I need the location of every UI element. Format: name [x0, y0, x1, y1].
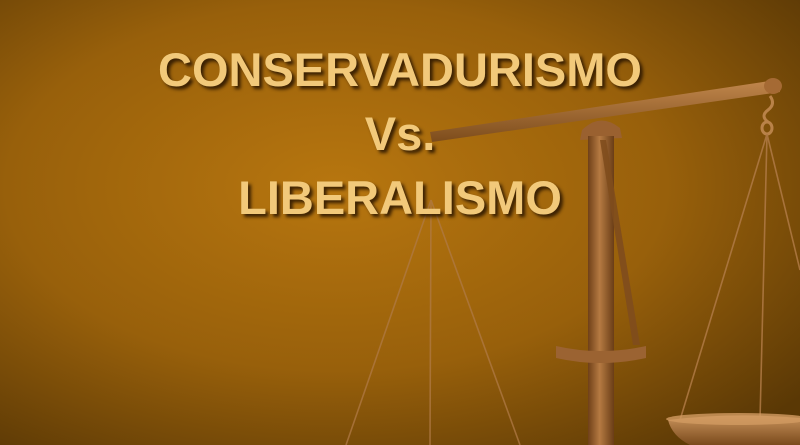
slide-title: CONSERVADURISMO Vs. LIBERALISMO — [0, 38, 800, 230]
scale-beam — [430, 80, 780, 142]
title-line-1: CONSERVADURISMO — [158, 43, 642, 96]
scale-crossbar — [556, 346, 646, 363]
right-pan-strings — [679, 133, 800, 421]
scale-pointer — [600, 140, 640, 345]
title-line-2: Vs. — [364, 107, 436, 160]
right-pan-rim — [666, 413, 800, 425]
left-pan-strings — [345, 199, 521, 445]
title-line-3: LIBERALISMO — [238, 171, 562, 224]
scale-post-cap — [580, 120, 622, 140]
scale-beam-end — [764, 78, 782, 94]
